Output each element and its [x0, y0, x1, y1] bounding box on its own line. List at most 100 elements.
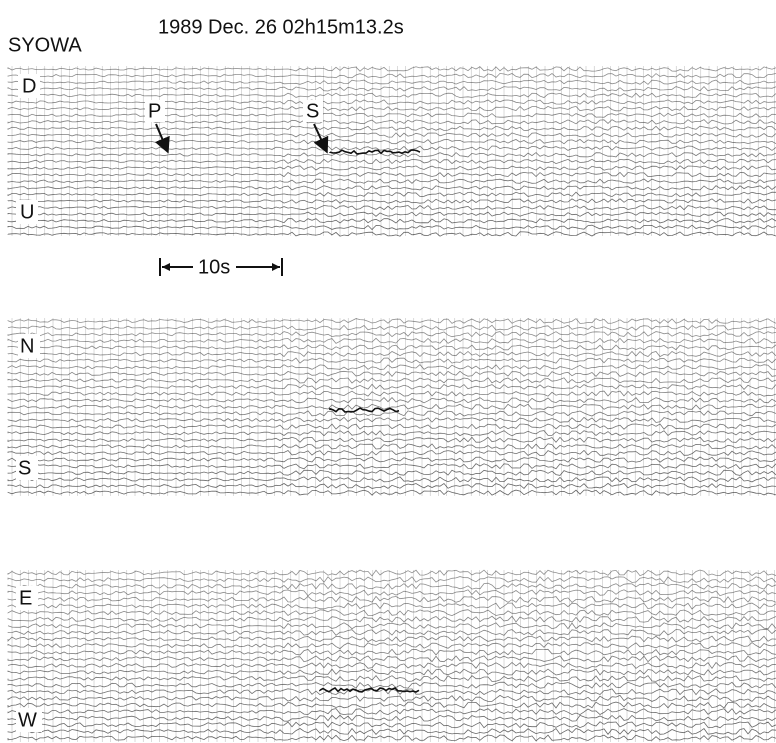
trace	[7, 191, 776, 198]
trace	[7, 642, 776, 650]
trace	[7, 158, 776, 165]
trace	[7, 734, 776, 742]
time-mark-lines	[11, 66, 775, 236]
trace	[7, 171, 776, 178]
component-label: W	[18, 709, 37, 731]
trace	[7, 72, 776, 79]
arrival-trace	[329, 407, 400, 413]
trace	[7, 635, 776, 643]
traces	[7, 66, 776, 742]
label-bg	[16, 456, 38, 480]
trace	[7, 119, 776, 125]
trace	[7, 469, 776, 476]
trace	[7, 463, 776, 470]
label-bg	[16, 708, 42, 732]
trace	[7, 403, 776, 410]
trace	[7, 377, 776, 384]
trace	[7, 324, 776, 331]
trace	[7, 615, 776, 623]
trace	[7, 231, 776, 237]
trace	[7, 661, 776, 669]
arrival-trace	[319, 686, 420, 693]
trace	[7, 138, 776, 145]
trace	[7, 185, 776, 191]
trace	[7, 92, 776, 98]
trace	[7, 364, 776, 371]
trace	[7, 602, 776, 610]
trace	[7, 648, 776, 656]
phase-arrow	[313, 123, 329, 154]
trace	[7, 145, 776, 151]
trace	[7, 337, 776, 344]
trace	[7, 211, 776, 217]
trace	[7, 331, 776, 338]
label-bg	[18, 74, 40, 98]
trace	[7, 668, 776, 676]
trace	[7, 456, 776, 463]
scale-label: 10s	[198, 256, 230, 278]
trace	[7, 79, 776, 85]
trace	[7, 178, 776, 184]
trace	[7, 105, 776, 112]
trace	[7, 204, 776, 211]
label-bg	[303, 100, 323, 122]
trace	[7, 681, 776, 689]
label-bg	[16, 200, 38, 224]
phase-label: P	[148, 100, 161, 122]
station-name: SYOWA	[8, 34, 82, 56]
trace	[7, 482, 776, 489]
trace	[7, 125, 776, 131]
component-label: U	[20, 201, 34, 223]
trace	[7, 708, 776, 716]
trace	[7, 152, 776, 158]
trace	[7, 688, 776, 696]
trace	[7, 423, 776, 430]
time-mark-lines	[11, 570, 775, 742]
trace	[7, 674, 776, 682]
trace	[7, 112, 776, 118]
trace	[7, 383, 776, 390]
trace	[7, 224, 776, 231]
trace	[7, 390, 776, 397]
trace	[7, 350, 776, 358]
label-bg	[18, 334, 40, 358]
trace	[7, 218, 776, 224]
trace	[7, 655, 776, 663]
trace	[7, 66, 776, 72]
trace	[7, 589, 776, 597]
record-time: 1989 Dec. 26 02h15m13.2s	[158, 16, 404, 38]
trace	[7, 410, 776, 417]
trace	[7, 694, 776, 702]
trace	[7, 344, 776, 351]
trace	[7, 576, 776, 584]
phase-arrow	[154, 123, 170, 154]
scale-bar: 10s	[159, 256, 283, 278]
trace	[7, 609, 776, 617]
trace	[7, 436, 776, 443]
trace	[7, 132, 776, 138]
trace	[7, 198, 776, 204]
component-label: S	[18, 457, 31, 479]
arrival-trace	[329, 149, 421, 155]
trace	[7, 318, 776, 324]
trace	[7, 569, 776, 577]
trace	[7, 86, 776, 92]
trace	[7, 476, 776, 483]
component-label: E	[19, 587, 32, 609]
trace	[7, 714, 776, 722]
trace	[7, 430, 776, 437]
component-label: N	[20, 335, 34, 357]
trace	[7, 397, 776, 404]
trace	[7, 370, 776, 378]
trace	[7, 629, 776, 636]
trace	[7, 582, 776, 590]
label-bg	[145, 100, 165, 122]
trace	[7, 449, 776, 457]
phase-label: S	[306, 100, 319, 122]
trace	[7, 416, 776, 423]
trace	[7, 701, 776, 709]
trace	[7, 595, 776, 604]
trace	[7, 443, 776, 450]
trace	[7, 165, 776, 171]
